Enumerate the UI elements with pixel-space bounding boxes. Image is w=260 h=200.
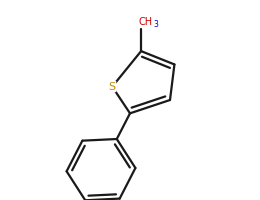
Text: CH: CH — [139, 17, 153, 27]
Text: S: S — [109, 82, 116, 92]
Text: 3: 3 — [153, 20, 158, 29]
